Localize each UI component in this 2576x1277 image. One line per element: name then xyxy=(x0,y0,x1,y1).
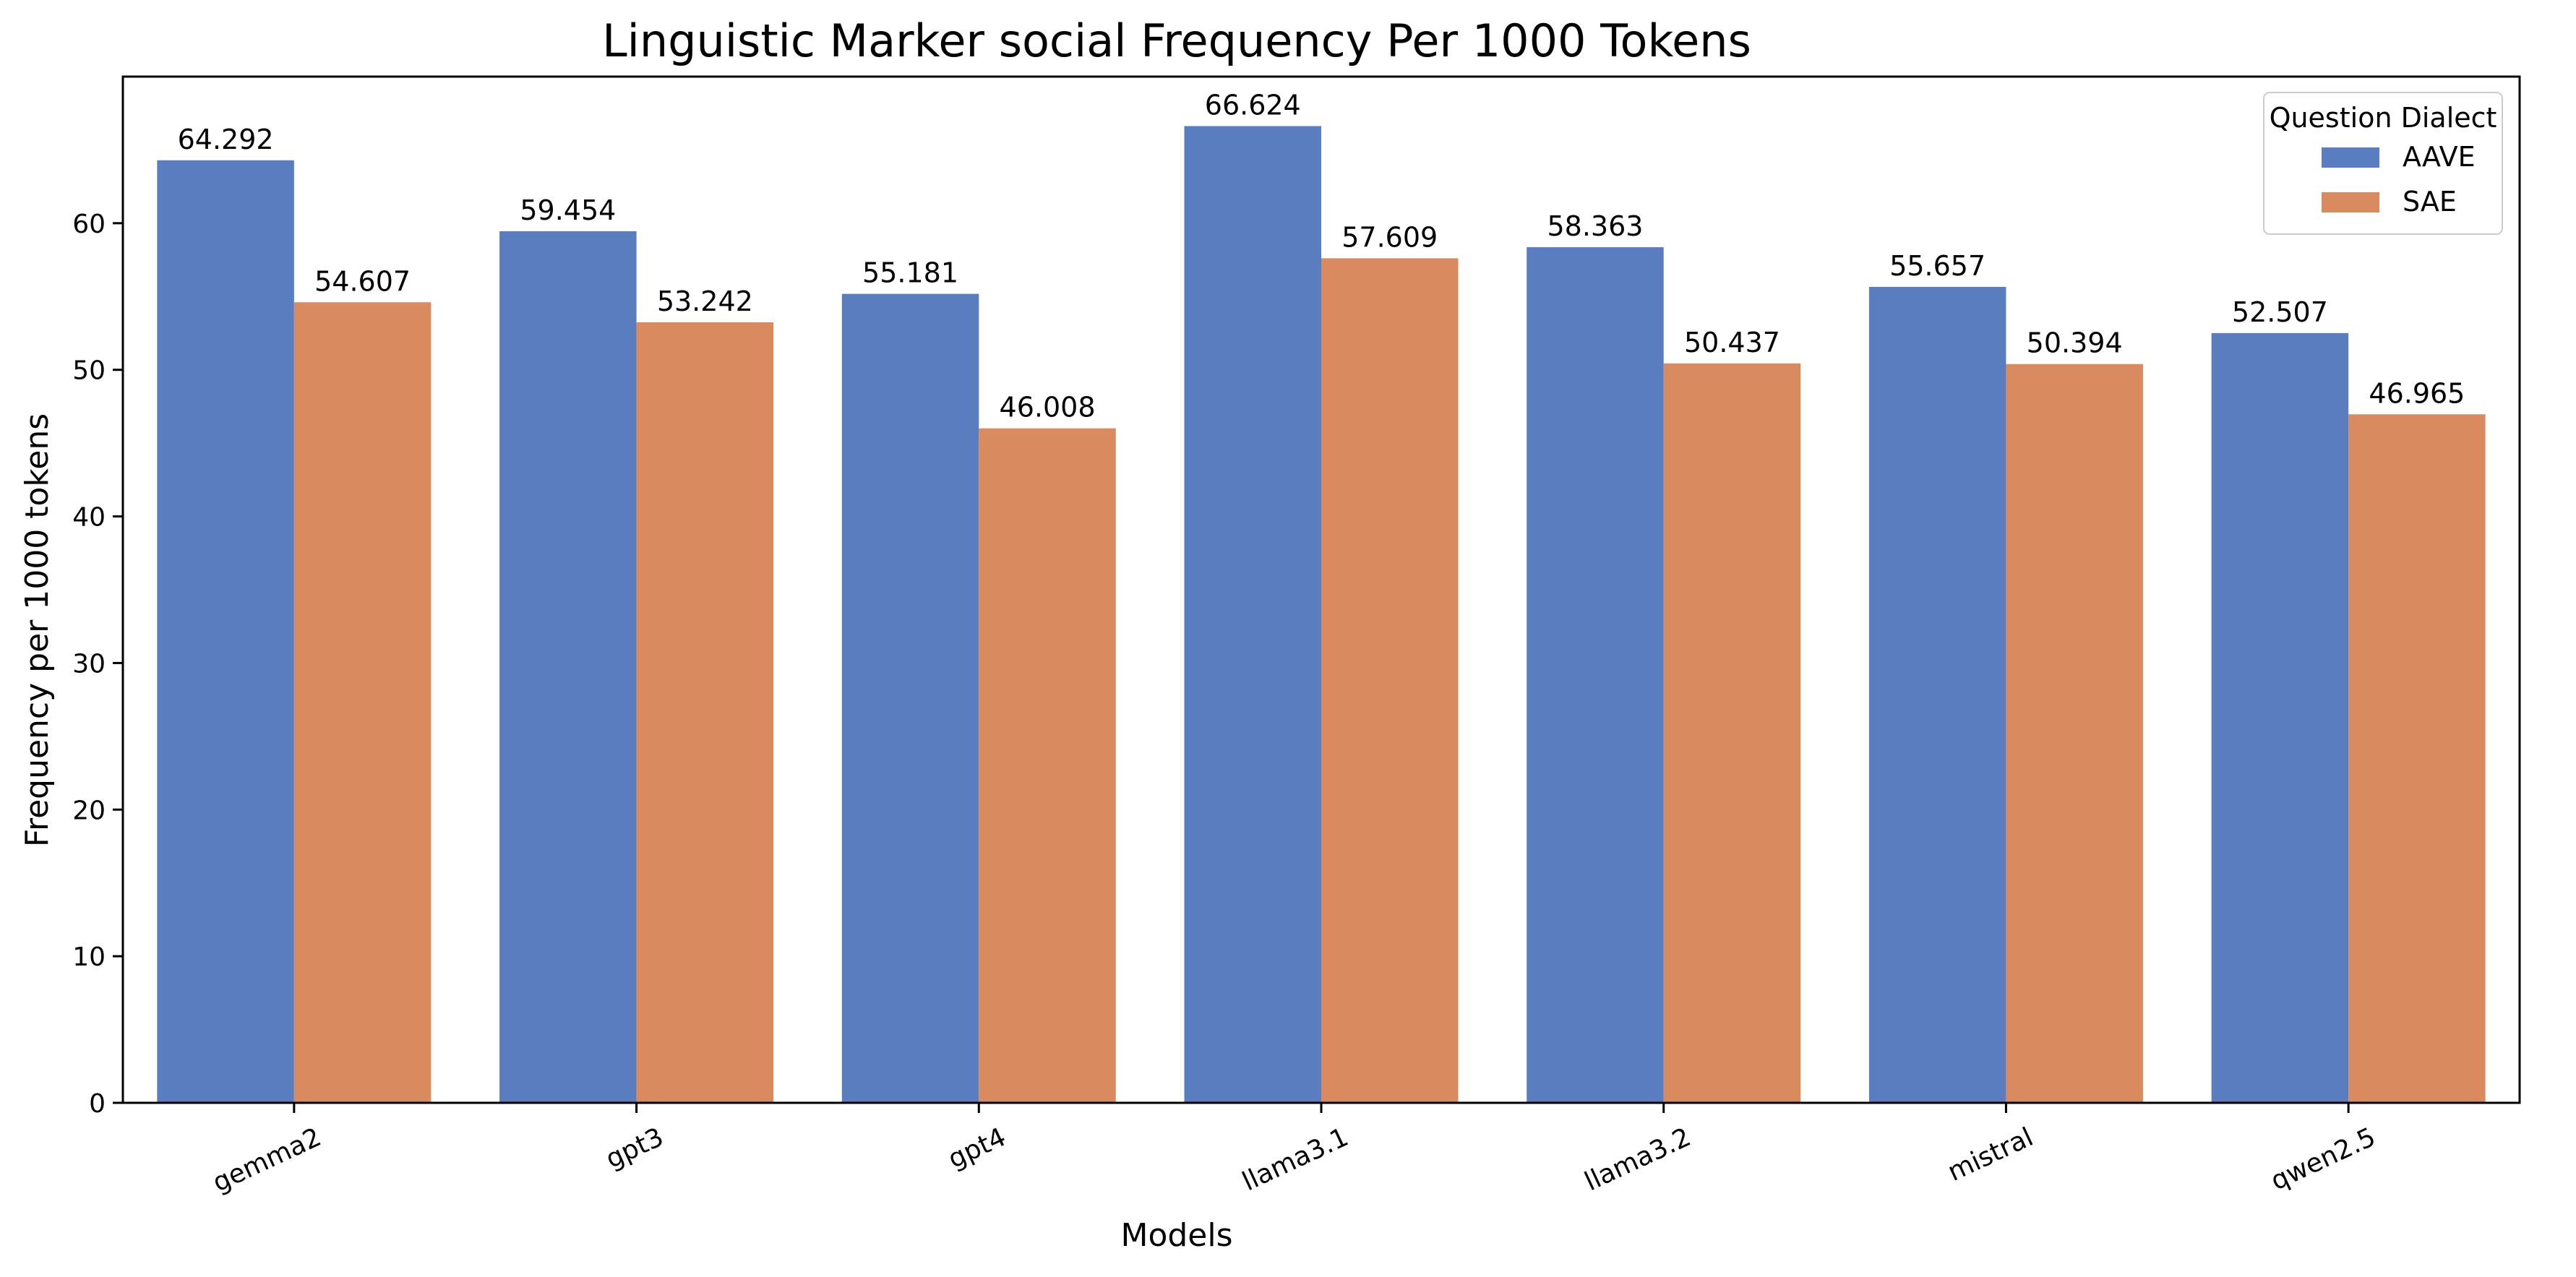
data-label: 58.363 xyxy=(1547,210,1643,242)
bar-sae-llama3-2 xyxy=(1663,363,1801,1103)
x-axis-label: Models xyxy=(1120,1217,1232,1254)
y-tick-label: 50 xyxy=(72,356,106,386)
bar-aave-qwen2-5 xyxy=(2211,332,2349,1103)
data-label: 66.624 xyxy=(1205,89,1301,121)
y-tick-label: 20 xyxy=(72,796,106,825)
bar-aave-llama3-2 xyxy=(1527,247,1664,1104)
bar-aave-gemma2 xyxy=(157,160,294,1103)
data-label: 50.394 xyxy=(2027,327,2123,359)
y-tick-label: 60 xyxy=(72,210,106,239)
data-label: 55.181 xyxy=(862,257,958,289)
x-tick-label: mistral xyxy=(1944,1122,2038,1187)
data-label: 57.609 xyxy=(1341,221,1438,253)
x-tick-label: gpt3 xyxy=(601,1122,668,1174)
y-tick-label: 30 xyxy=(72,649,106,679)
x-tick-label: gpt4 xyxy=(944,1122,1010,1174)
x-tick-label: llama3.1 xyxy=(1238,1122,1353,1197)
bar-sae-llama3-1 xyxy=(1321,258,1459,1103)
data-label: 53.242 xyxy=(657,285,753,317)
x-tick-label: llama3.2 xyxy=(1580,1122,1695,1197)
x-tick-label: qwen2.5 xyxy=(2267,1122,2380,1196)
data-label: 52.507 xyxy=(2232,296,2328,328)
bar-aave-gpt4 xyxy=(841,293,979,1103)
legend-swatch-aave xyxy=(2322,147,2379,168)
legend-label-sae: SAE xyxy=(2403,186,2457,218)
y-tick-label: 0 xyxy=(89,1089,106,1119)
y-tick-label: 10 xyxy=(72,942,106,972)
data-label: 64.292 xyxy=(178,124,274,155)
bar-sae-gpt4 xyxy=(979,428,1116,1103)
data-label: 50.437 xyxy=(1684,327,1780,358)
chart-title: Linguistic Marker social Frequency Per 1… xyxy=(602,14,1751,67)
data-label: 54.607 xyxy=(314,265,411,297)
bar-aave-llama3-1 xyxy=(1184,126,1321,1103)
bar-sae-qwen2-5 xyxy=(2348,414,2486,1103)
bar-sae-gemma2 xyxy=(293,302,432,1103)
data-label: 59.454 xyxy=(520,194,616,226)
bar-sae-gpt3 xyxy=(636,322,774,1103)
x-tick-label: gemma2 xyxy=(208,1122,325,1198)
data-label: 46.008 xyxy=(1000,392,1096,423)
plot-area: 64.292 59.454 55.181 66.624 58.363 55.657 52.5… xyxy=(72,75,2521,1198)
data-label: 55.657 xyxy=(1889,250,1985,282)
legend: Question Dialect AAVE SAE xyxy=(2263,92,2503,235)
y-axis-label: Frequency per 1000 tokens xyxy=(19,413,56,847)
y-tick-label: 40 xyxy=(72,503,106,533)
bar-aave-mistral xyxy=(1868,286,2006,1103)
legend-swatch-sae xyxy=(2322,192,2379,212)
bar-sae-mistral xyxy=(2006,364,2143,1104)
legend-title: Question Dialect xyxy=(2270,102,2497,134)
bar-aave-gpt3 xyxy=(499,231,637,1104)
legend-label-aave: AAVE xyxy=(2403,141,2476,173)
data-label: 46.965 xyxy=(2369,377,2465,409)
